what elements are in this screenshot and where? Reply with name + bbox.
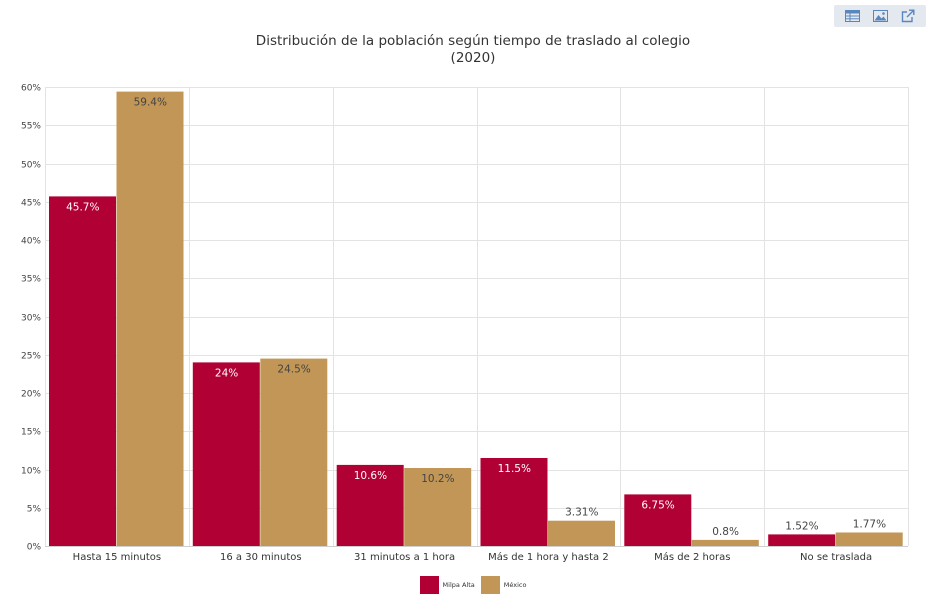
legend-item-milpa-alta[interactable]: Milpa Alta	[419, 576, 475, 594]
bar-milpa-alta	[768, 534, 836, 546]
legend: Milpa Alta México	[0, 576, 946, 594]
legend-item-mexico[interactable]: México	[480, 576, 527, 594]
x-tick-label: 31 minutos a 1 hora	[354, 552, 455, 563]
external-link-icon[interactable]	[899, 8, 917, 24]
bar-mexico	[548, 520, 615, 546]
y-tick-label: 45%	[21, 199, 41, 209]
data-label: 10.6%	[354, 470, 387, 482]
x-tick-label: Hasta 15 minutos	[73, 552, 161, 563]
data-label: 24%	[215, 367, 238, 379]
bar-mexico	[116, 91, 184, 546]
bar-milpa-alta	[49, 196, 116, 546]
y-tick-label: 30%	[21, 314, 41, 324]
data-label: 0.8%	[712, 526, 739, 538]
data-label: 1.77%	[853, 519, 886, 531]
bar-mexico	[691, 539, 759, 546]
bar-milpa-alta	[192, 362, 260, 546]
x-tick-label: No se traslada	[800, 552, 872, 563]
chart-toolbar	[834, 5, 926, 27]
y-tick-label: 35%	[21, 275, 41, 285]
bar-milpa-alta	[336, 464, 404, 546]
data-label: 45.7%	[66, 201, 99, 213]
chart-title-text: Distribución de la población según tiemp…	[255, 33, 691, 49]
y-tick-label: 5%	[27, 505, 42, 515]
bar-mexico	[404, 468, 472, 546]
x-tick-label: Más de 1 hora y hasta 2	[488, 551, 609, 563]
data-label: 24.5%	[277, 364, 310, 376]
y-tick-label: 40%	[21, 237, 41, 247]
bar-mexico	[835, 532, 903, 546]
legend-label-milpa-alta: Milpa Alta	[442, 581, 475, 589]
y-tick-label: 50%	[21, 161, 41, 171]
data-label: 6.75%	[641, 499, 674, 511]
bar-milpa-alta	[624, 494, 692, 546]
data-label: 59.4%	[134, 97, 167, 109]
chart-subtitle-text: (2020)	[450, 50, 496, 66]
bar-milpa-alta	[480, 458, 548, 546]
x-tick-label: 16 a 30 minutos	[220, 552, 302, 563]
y-tick-label: 60%	[21, 84, 41, 94]
data-label: 10.2%	[421, 473, 454, 485]
data-label: 11.5%	[498, 463, 531, 475]
x-tick-label: Más de 2 horas	[654, 551, 730, 563]
legend-swatch-mexico	[480, 576, 500, 594]
chart-title: Distribución de la población según tiemp…	[0, 33, 946, 67]
bar-mexico	[260, 358, 328, 546]
legend-label-mexico: México	[503, 581, 527, 589]
y-tick-label: 25%	[21, 352, 41, 362]
y-tick-label: 20%	[21, 390, 41, 400]
y-tick-label: 55%	[21, 122, 41, 132]
data-label: 1.52%	[785, 520, 818, 532]
data-label: 3.31%	[565, 507, 598, 519]
y-tick-label: 15%	[21, 428, 41, 438]
y-tick-label: 0%	[27, 543, 42, 553]
legend-swatch-milpa-alta	[419, 576, 439, 594]
table-icon[interactable]	[843, 8, 861, 24]
y-tick-label: 10%	[21, 467, 41, 477]
image-icon[interactable]	[871, 8, 889, 24]
